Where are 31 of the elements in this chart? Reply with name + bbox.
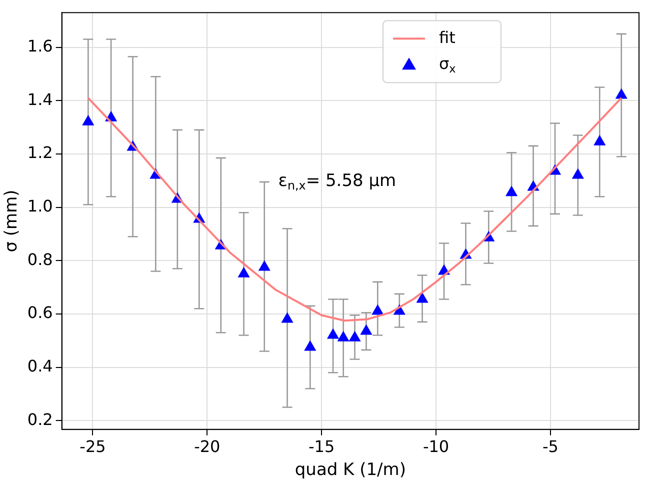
- point: [337, 330, 350, 342]
- point: [238, 266, 250, 278]
- point: [416, 292, 428, 303]
- point: [594, 134, 606, 146]
- y-tick-label: 0.8: [27, 250, 53, 269]
- point: [505, 186, 518, 196]
- y-tick-label: 0.2: [27, 410, 53, 429]
- point: [281, 312, 294, 323]
- y-tick-label: 1.2: [27, 143, 53, 162]
- point: [348, 330, 361, 342]
- y-tick-label: 0.6: [27, 303, 53, 322]
- x-tick-label: -25: [80, 437, 106, 456]
- y-tick-label: 1.6: [27, 36, 53, 56]
- point: [304, 340, 316, 351]
- legend-label: fit: [439, 28, 456, 47]
- x-axis-title: quad K (1/m): [294, 460, 406, 480]
- point: [572, 168, 584, 179]
- point: [82, 114, 94, 126]
- point: [615, 88, 628, 99]
- y-tick-label: 1.0: [27, 196, 53, 216]
- x-tick-label: -5: [542, 437, 558, 456]
- y-tick-label: 1.4: [27, 90, 53, 109]
- point: [258, 260, 270, 271]
- x-tick-label: -15: [308, 437, 335, 456]
- x-tick-label: -10: [422, 437, 450, 456]
- point: [372, 304, 384, 315]
- point: [326, 328, 340, 339]
- y-axis-title: σ (mm): [2, 190, 22, 252]
- y-tick-label: 0.4: [27, 356, 53, 376]
- point: [360, 324, 372, 335]
- x-tick-label: -20: [194, 437, 220, 456]
